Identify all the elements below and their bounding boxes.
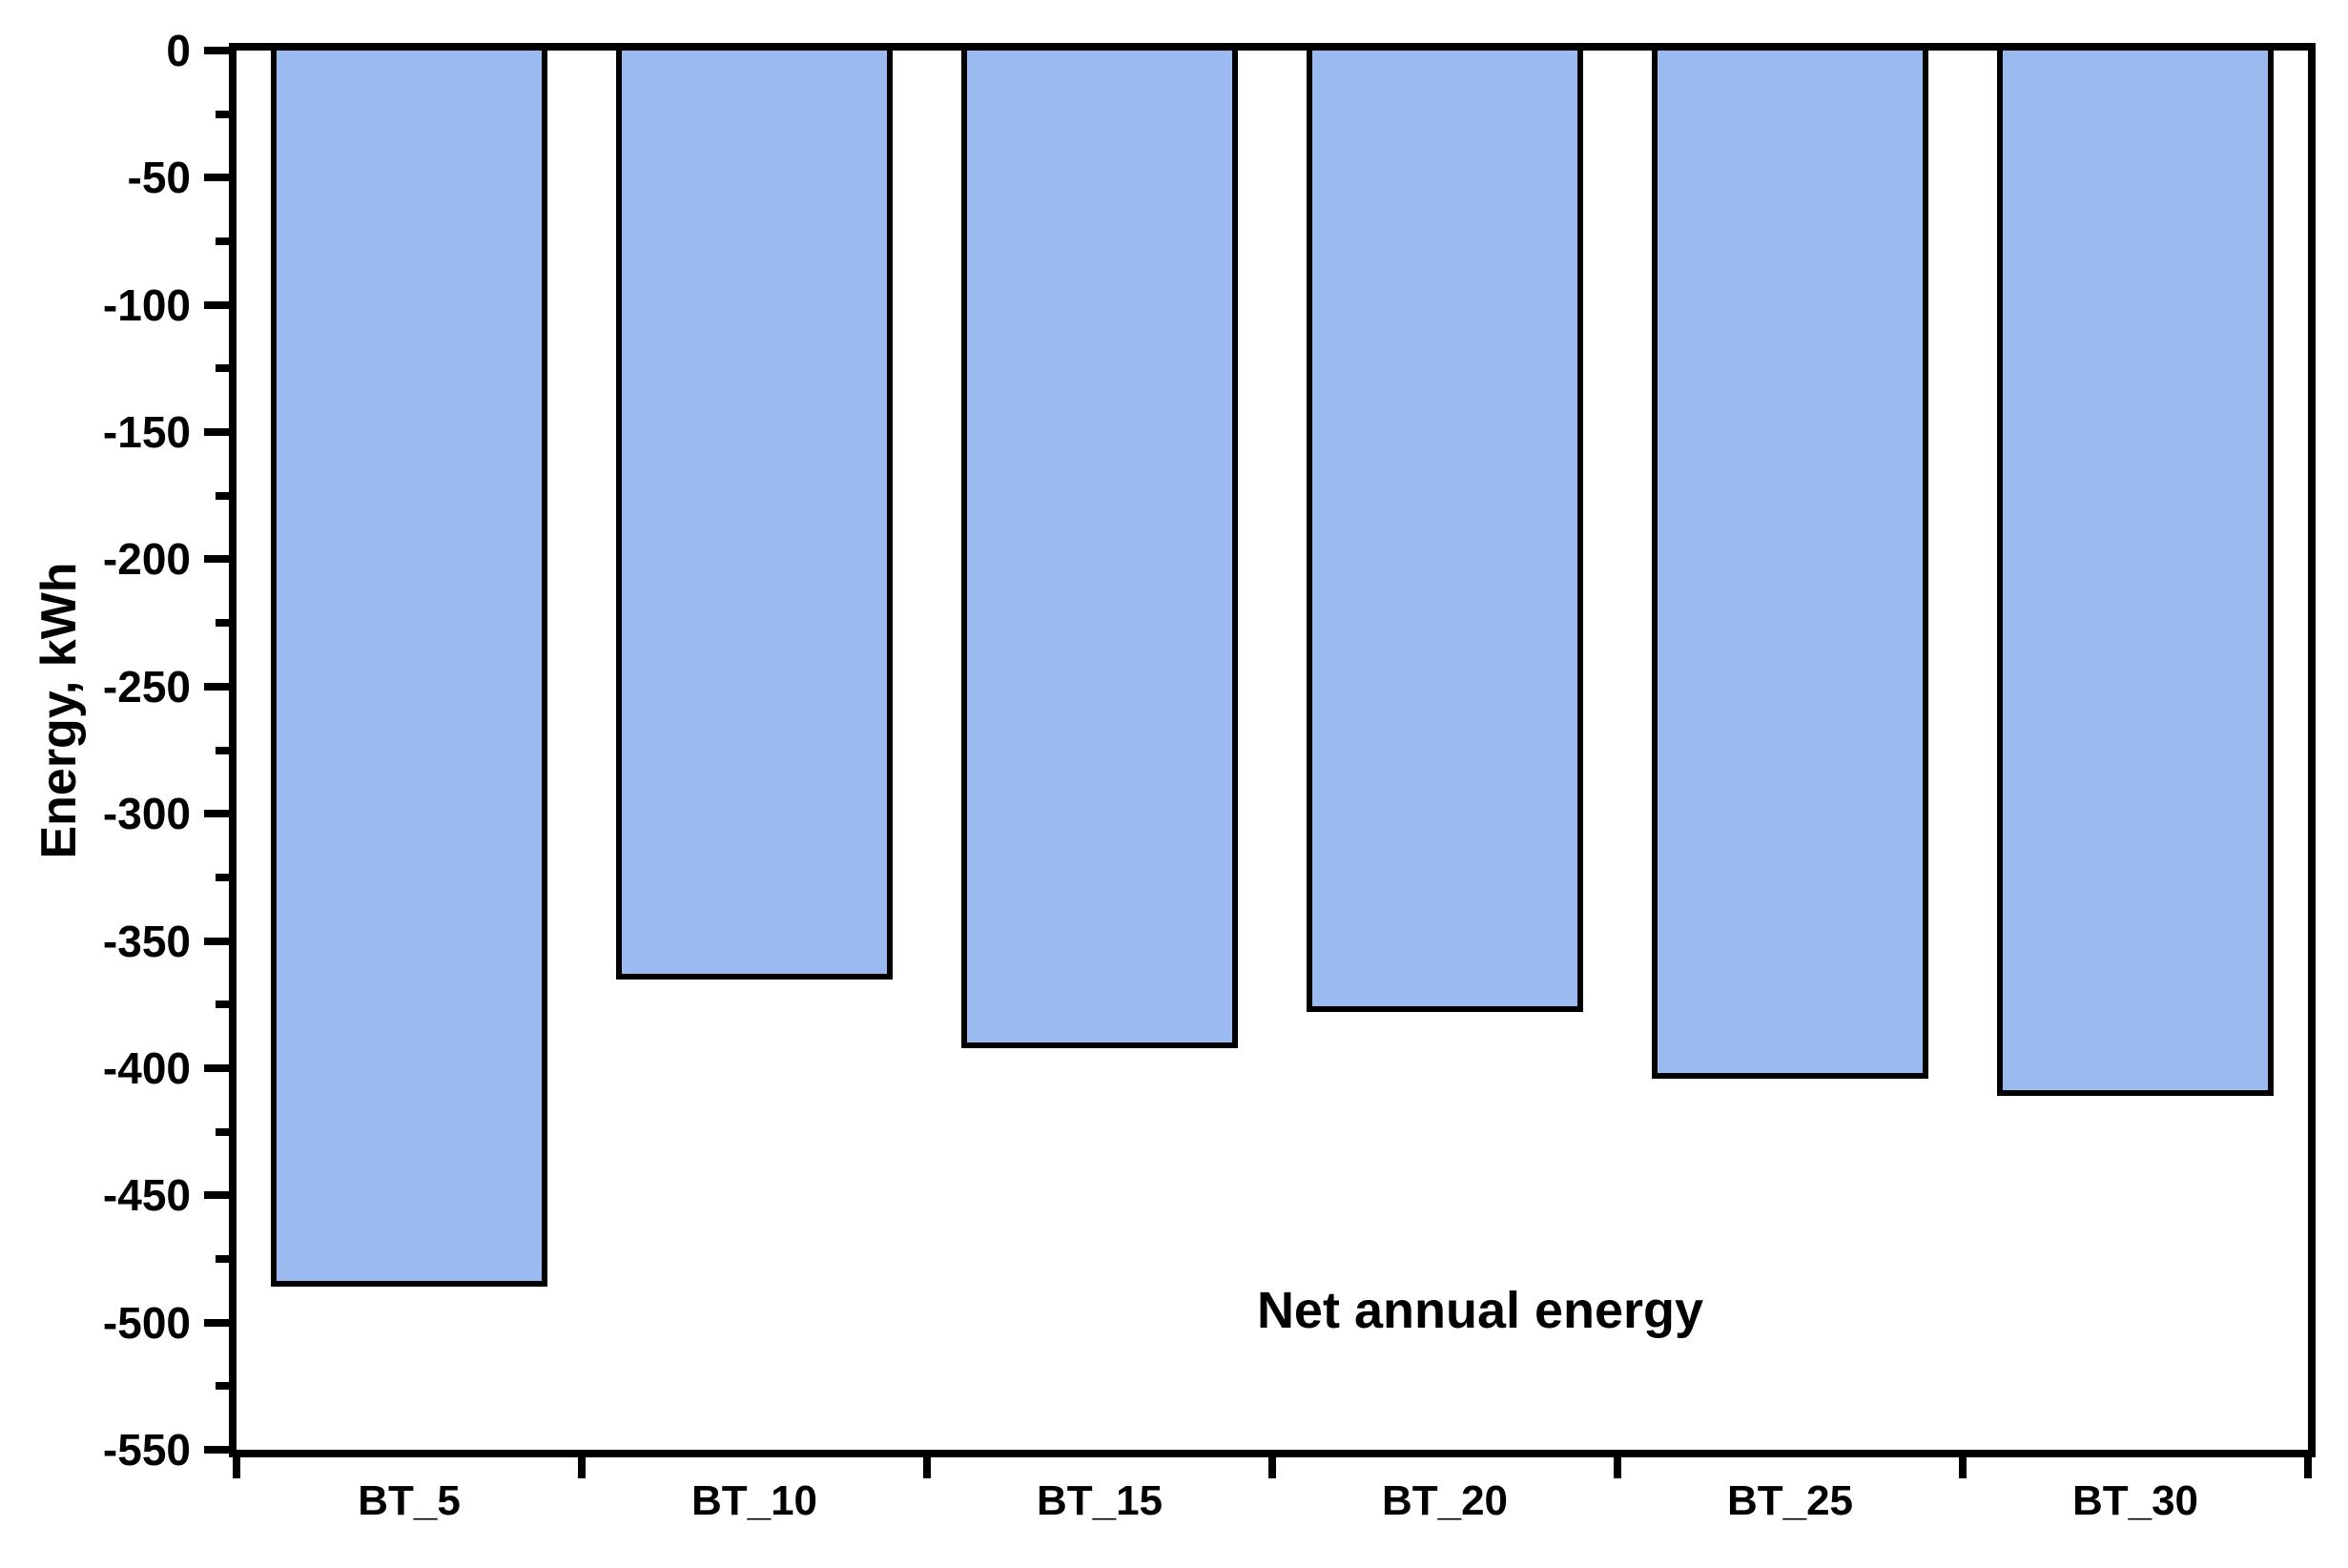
x-tick-label-bt-20: BT_20 bbox=[1381, 1477, 1509, 1524]
y-tick-label: -500 bbox=[102, 1297, 191, 1348]
y-major-tick bbox=[204, 555, 229, 564]
y-major-tick bbox=[204, 682, 229, 691]
x-tick bbox=[923, 1457, 931, 1478]
y-tick-label: -150 bbox=[102, 407, 191, 458]
y-minor-tick bbox=[216, 1382, 229, 1391]
y-major-tick bbox=[204, 1446, 229, 1454]
y-tick-label: -550 bbox=[102, 1425, 191, 1475]
y-minor-tick bbox=[216, 1254, 229, 1263]
y-tick-label: -450 bbox=[102, 1170, 191, 1221]
y-major-tick bbox=[204, 174, 229, 182]
x-tick bbox=[1614, 1457, 1621, 1478]
x-tick-label-bt-10: BT_10 bbox=[690, 1477, 818, 1524]
plot-area: Net annual energy bbox=[229, 43, 2316, 1457]
x-tick bbox=[233, 1457, 240, 1478]
y-tick-label: -100 bbox=[102, 279, 191, 330]
y-tick-label: -250 bbox=[102, 661, 191, 712]
bar-bt-30 bbox=[1997, 51, 2274, 1097]
y-minor-tick bbox=[216, 1127, 229, 1136]
x-tick bbox=[578, 1457, 586, 1478]
bar-bt-15 bbox=[961, 51, 1238, 1048]
x-tick-label-bt-15: BT_15 bbox=[1036, 1477, 1164, 1524]
y-major-tick bbox=[204, 428, 229, 437]
y-major-tick bbox=[204, 47, 229, 54]
bar-bt-25 bbox=[1652, 51, 1928, 1079]
y-tick-label: -350 bbox=[102, 916, 191, 966]
y-tick-label: -200 bbox=[102, 534, 191, 585]
y-tick-label: 0 bbox=[166, 26, 191, 75]
y-major-tick bbox=[204, 300, 229, 309]
y-major-tick bbox=[204, 937, 229, 945]
x-tick-label-bt-25: BT_25 bbox=[1726, 1477, 1854, 1524]
y-tick-label: -300 bbox=[102, 789, 191, 839]
x-tick bbox=[2304, 1457, 2312, 1478]
y-major-tick bbox=[204, 810, 229, 818]
y-tick-label: -50 bbox=[127, 153, 191, 203]
x-tick-label-bt-30: BT_30 bbox=[2071, 1477, 2199, 1524]
bar-bt-10 bbox=[616, 51, 893, 980]
x-tick bbox=[1268, 1457, 1276, 1478]
x-tick-label-bt-5: BT_5 bbox=[358, 1477, 461, 1524]
y-minor-tick bbox=[216, 237, 229, 246]
y-minor-tick bbox=[216, 619, 229, 628]
y-minor-tick bbox=[216, 873, 229, 881]
y-major-tick bbox=[204, 1191, 229, 1200]
y-minor-tick bbox=[216, 746, 229, 754]
y-minor-tick bbox=[216, 110, 229, 118]
y-minor-tick bbox=[216, 364, 229, 373]
bar-bt-5 bbox=[271, 51, 547, 1288]
y-minor-tick bbox=[216, 1001, 229, 1009]
y-tick-label: -400 bbox=[102, 1042, 191, 1093]
bar-bt-20 bbox=[1307, 51, 1583, 1013]
x-tick bbox=[1959, 1457, 1967, 1478]
y-major-tick bbox=[204, 1318, 229, 1327]
chart-annotation: Net annual energy bbox=[1256, 1282, 1704, 1339]
y-minor-tick bbox=[216, 491, 229, 500]
y-major-tick bbox=[204, 1063, 229, 1072]
